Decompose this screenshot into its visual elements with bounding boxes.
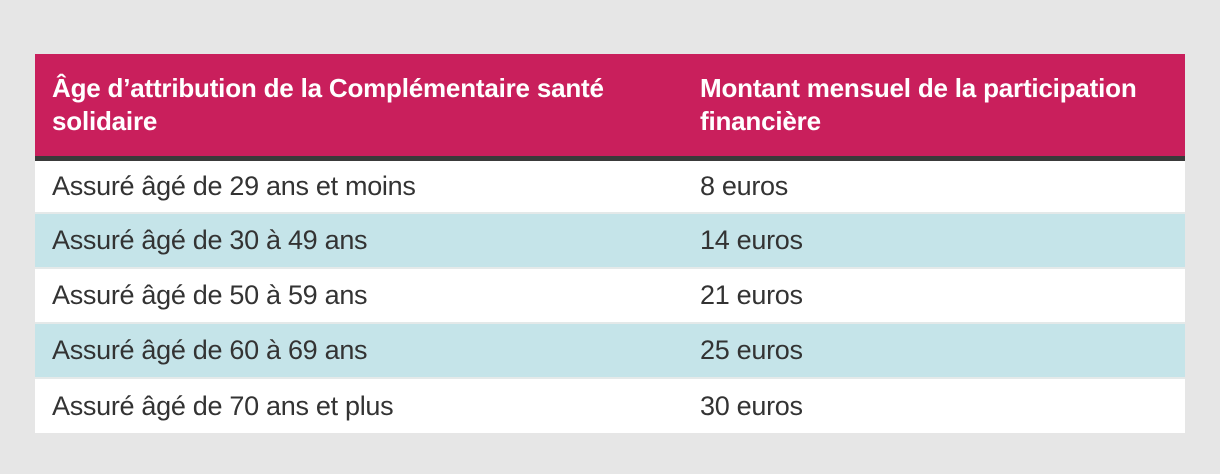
table-row: Assuré âgé de 30 à 49 ans 14 euros	[35, 212, 1185, 268]
age-cell: Assuré âgé de 30 à 49 ans	[35, 212, 683, 268]
amount-cell: 14 euros	[683, 212, 1185, 268]
table-body: Assuré âgé de 29 ans et moins 8 euros As…	[35, 158, 1185, 433]
table-row: Assuré âgé de 70 ans et plus 30 euros	[35, 377, 1185, 433]
table-row: Assuré âgé de 60 à 69 ans 25 euros	[35, 322, 1185, 378]
table-row: Assuré âgé de 50 à 59 ans 21 euros	[35, 267, 1185, 323]
age-cell: Assuré âgé de 29 ans et moins	[35, 158, 683, 213]
participation-table-container: Âge d’attribution de la Complémentaire s…	[35, 54, 1185, 433]
age-cell: Assuré âgé de 70 ans et plus	[35, 377, 683, 433]
table-header-row: Âge d’attribution de la Complémentaire s…	[35, 54, 1185, 161]
table-header: Âge d’attribution de la Complémentaire s…	[35, 54, 1185, 161]
age-cell: Assuré âgé de 60 à 69 ans	[35, 322, 683, 378]
age-cell: Assuré âgé de 50 à 59 ans	[35, 267, 683, 323]
column-header-age: Âge d’attribution de la Complémentaire s…	[35, 54, 683, 161]
table-row: Assuré âgé de 29 ans et moins 8 euros	[35, 158, 1185, 213]
amount-cell: 30 euros	[683, 377, 1185, 433]
amount-cell: 25 euros	[683, 322, 1185, 378]
amount-cell: 21 euros	[683, 267, 1185, 323]
amount-cell: 8 euros	[683, 158, 1185, 213]
participation-amount-table: Âge d’attribution de la Complémentaire s…	[35, 54, 1185, 433]
column-header-amount: Montant mensuel de la participation fina…	[683, 54, 1185, 161]
